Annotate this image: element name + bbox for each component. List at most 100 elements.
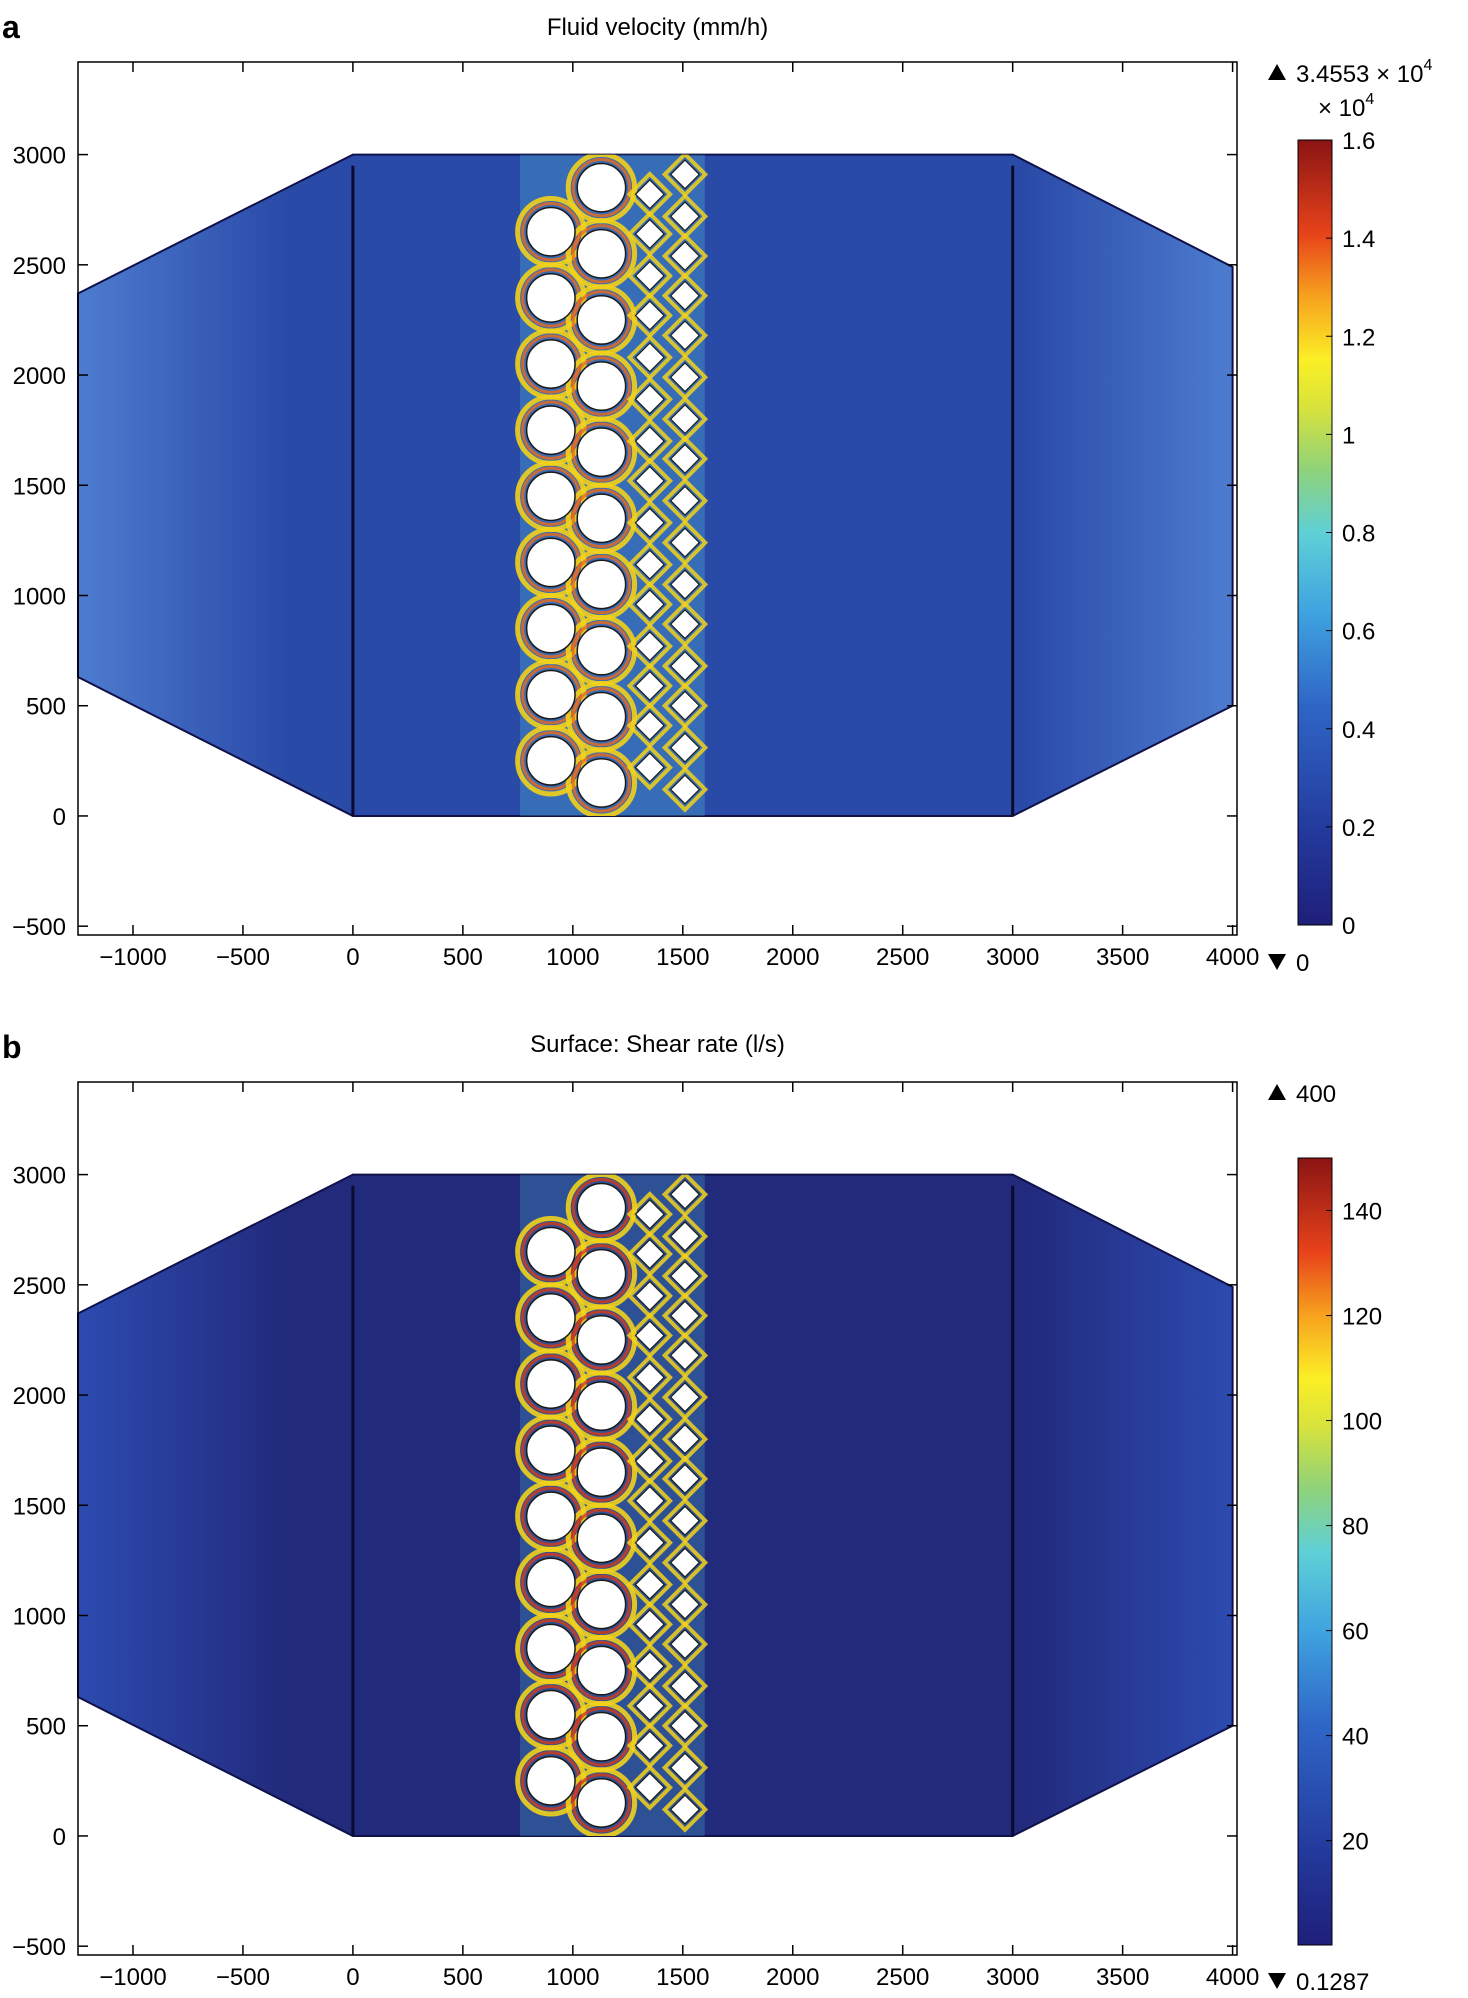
diamond-pillar [634, 1199, 665, 1230]
diamond-pillar [669, 1670, 701, 1702]
diamond-pillar [669, 1710, 701, 1741]
x-tick-label: 0 [346, 1964, 359, 1991]
y-tick-label: 3000 [13, 143, 66, 170]
circle-pillar [576, 1447, 627, 1498]
gap-streak [571, 620, 632, 681]
diamond-pillar [669, 403, 701, 435]
y-tick-label: 2500 [13, 1273, 66, 1300]
diamond-pillar [634, 426, 665, 457]
max-arrow-icon [1268, 1084, 1286, 1100]
colorbar-tick-label: 100 [1342, 1409, 1382, 1436]
diamond-pillar [634, 670, 665, 702]
diamond-pillar [634, 1320, 665, 1351]
gap-streak [571, 554, 632, 615]
circle-pillar [576, 1248, 627, 1299]
diamond-pillar [669, 732, 701, 763]
diamond-pillar [634, 752, 665, 783]
gap-streak [571, 1310, 632, 1370]
gap-streak [626, 744, 673, 791]
panel-a: a Fluid velocity (mm/h)−1000 −500 0 500 1000 1… [2, 9, 1432, 977]
gap-streak [571, 290, 632, 350]
gap-streak [661, 1786, 709, 1833]
circle-pillar [525, 735, 576, 786]
x-tick-label: −500 [216, 1964, 270, 1991]
diamond-pillar [669, 1340, 701, 1371]
diamond-pillar [669, 320, 701, 351]
diamond-pillar [669, 690, 701, 721]
colorbar-tick-label: 140 [1342, 1199, 1382, 1226]
gap-streak [565, 1767, 638, 1836]
colorbar-tick-label: 1 [1342, 422, 1355, 449]
circle-pillar [525, 603, 576, 654]
diamond-pillar [669, 159, 701, 190]
plot-title: Fluid velocity (mm/h) [547, 14, 768, 41]
gap-streak [571, 1773, 632, 1833]
gap-streak [571, 753, 632, 813]
diamond-pillar [634, 465, 665, 497]
x-tick-label: 500 [443, 944, 483, 971]
circle-pillar [576, 691, 627, 742]
min-arrow-icon [1268, 954, 1286, 970]
diamond-pillar [634, 631, 665, 662]
diamond-pillar [634, 1651, 665, 1682]
diamond-pillar [669, 569, 701, 600]
panel-label: b [2, 1029, 22, 1065]
y-tick-label: 2500 [13, 253, 66, 280]
circle-pillar [576, 228, 627, 279]
y-tick-label: 1000 [13, 1604, 66, 1631]
colorbar-tick-label: 0 [1342, 913, 1355, 940]
gap-streak [571, 1508, 632, 1569]
diamond-pillar [634, 549, 665, 580]
plot-title: Surface: Shear rate (l/s) [530, 1031, 785, 1058]
colorbar-tick-label: 1.2 [1342, 324, 1375, 351]
y-tick-label: 2000 [13, 363, 66, 390]
diamond-pillar [669, 650, 701, 682]
gap-streak [571, 1177, 632, 1238]
x-tick-label: 2500 [876, 944, 929, 971]
x-tick-label: 4000 [1206, 944, 1259, 971]
x-tick-label: 3500 [1096, 944, 1149, 971]
x-tick-label: 1500 [656, 1964, 709, 1991]
colorbar-tick-label: 1.4 [1342, 226, 1375, 253]
colorbar-tick-label: 40 [1342, 1724, 1369, 1751]
gap-streak [626, 1764, 673, 1811]
x-tick-label: −500 [216, 944, 270, 971]
colorbar-max-label: 3.4553 × 104 [1296, 57, 1432, 88]
diamond-pillar [669, 362, 701, 393]
colorbar [1297, 139, 1333, 926]
circle-pillar [525, 405, 576, 456]
x-tick-label: 2000 [766, 944, 819, 971]
circle-pillar [576, 1777, 627, 1828]
diamond-pillar [669, 609, 701, 640]
circle-pillar [525, 1557, 576, 1608]
colorbar-tick-label: 120 [1342, 1304, 1382, 1331]
circle-pillar [525, 1689, 576, 1740]
gap-streak [571, 1574, 632, 1635]
x-tick-label: −1000 [99, 1964, 166, 1991]
y-tick-label: 1500 [13, 473, 66, 500]
y-tick-label: 500 [26, 1714, 66, 1741]
gap-streak [661, 766, 709, 813]
diamond-pillar [669, 240, 701, 272]
y-tick-label: 0 [53, 1824, 66, 1851]
plot-frame [77, 61, 1238, 936]
colorbar-tick-label: 0.6 [1342, 619, 1375, 646]
diamond-pillar [669, 1629, 701, 1660]
gap-streak [571, 157, 632, 218]
x-tick-label: −1000 [99, 944, 166, 971]
circle-pillar [576, 493, 627, 544]
gap-streak [571, 422, 632, 482]
colorbar [1297, 1157, 1333, 1946]
x-tick-label: 1000 [546, 1964, 599, 1991]
gap-streak [571, 1707, 632, 1767]
x-tick-label: 3000 [986, 1964, 1039, 1991]
diamond-pillar [669, 201, 701, 232]
gap-streak [571, 488, 632, 549]
diamond-pillar [669, 1794, 701, 1825]
circle-pillar [576, 1381, 627, 1432]
diamond-pillar [634, 1527, 665, 1558]
gap-streak [571, 1244, 632, 1304]
diamond-pillar [634, 1280, 665, 1311]
circle-pillar [525, 206, 576, 257]
diamond-pillar [669, 1589, 701, 1620]
